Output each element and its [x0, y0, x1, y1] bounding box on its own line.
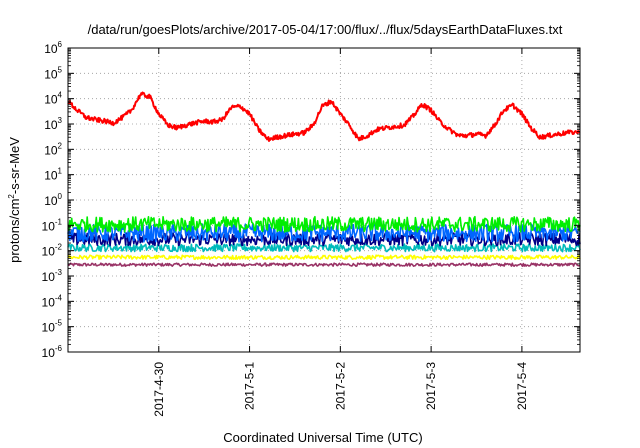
y-tick-label: 10-4	[42, 293, 63, 309]
series-line	[67, 215, 581, 233]
series-line	[67, 232, 581, 247]
y-tick-label-exponent: 4	[58, 91, 63, 100]
series-lines	[67, 91, 581, 267]
y-tick-label: 10-5	[42, 319, 63, 335]
x-axis-ticks: 2017-4-30 2017-5-1 2017-5-2 2017-5-3 2017-5-…	[152, 48, 529, 417]
y-tick-label: 10-3	[42, 268, 63, 284]
grid-lines	[68, 48, 580, 352]
y-tick-label-base: 10	[42, 346, 56, 360]
series-line	[67, 254, 581, 261]
y-tick-label-exponent: 2	[58, 141, 63, 150]
y-tick-label-exponent: 3	[58, 116, 63, 125]
y-tick-label-exponent: -4	[55, 293, 63, 302]
y-tick-label-base: 10	[44, 143, 58, 157]
x-tick-label: 2017-5-3	[424, 362, 438, 410]
y-tick-label-exponent: -6	[55, 344, 63, 353]
y-tick-label-base: 10	[42, 245, 56, 259]
y-tick-label-exponent: 6	[58, 40, 63, 49]
y-axis-title-rest: -s-sr-MeV	[7, 137, 22, 194]
x-tick-label: 2017-5-1	[243, 362, 257, 410]
y-tick-label: 105	[44, 65, 62, 81]
y-tick-label: 10-6	[42, 344, 63, 360]
x-tick-label: 2017-4-30	[152, 362, 166, 417]
y-axis-ticks: 10-610-510-410-310-210-11001011021031041…	[42, 40, 580, 360]
y-tick-label-exponent: 1	[58, 167, 63, 176]
y-tick-label: 102	[44, 141, 62, 157]
y-tick-label-exponent: 5	[58, 65, 63, 74]
y-tick-label-base: 10	[44, 42, 58, 56]
chart-title: /data/run/goesPlots/archive/2017-05-04/1…	[88, 22, 563, 37]
y-tick-label: 103	[44, 116, 62, 132]
y-tick-label-base: 10	[44, 169, 58, 183]
y-tick-label-exponent: -5	[55, 319, 63, 328]
y-tick-label-base: 10	[42, 295, 56, 309]
y-tick-label: 10-1	[42, 217, 63, 233]
y-axis-title-base: protons/cm	[7, 199, 22, 263]
y-tick-label-exponent: -3	[55, 268, 63, 277]
series-line	[67, 262, 581, 267]
y-tick-label-base: 10	[42, 270, 56, 284]
series-line	[67, 91, 581, 142]
y-axis-title-sup: 2	[7, 194, 16, 199]
y-axis-title: protons/cm2-s-sr-MeV	[7, 137, 22, 263]
y-tick-label-base: 10	[42, 321, 56, 335]
y-tick-label-base: 10	[44, 194, 58, 208]
y-tick-label-base: 10	[42, 219, 56, 233]
y-tick-label-exponent: -2	[55, 243, 63, 252]
x-tick-label: 2017-5-2	[333, 362, 347, 410]
y-tick-label: 100	[44, 192, 62, 208]
y-tick-label: 10-2	[42, 243, 63, 259]
x-axis-title: Coordinated Universal Time (UTC)	[223, 430, 422, 445]
x-tick-label: 2017-5-4	[515, 362, 529, 410]
y-tick-label: 104	[44, 91, 62, 107]
y-tick-label-base: 10	[44, 93, 58, 107]
y-tick-label: 106	[44, 40, 62, 56]
y-tick-label-base: 10	[44, 118, 58, 132]
y-tick-label-exponent: -1	[55, 217, 63, 226]
y-tick-label-exponent: 0	[58, 192, 63, 201]
y-tick-label-base: 10	[44, 67, 58, 81]
y-tick-label: 101	[44, 167, 62, 183]
